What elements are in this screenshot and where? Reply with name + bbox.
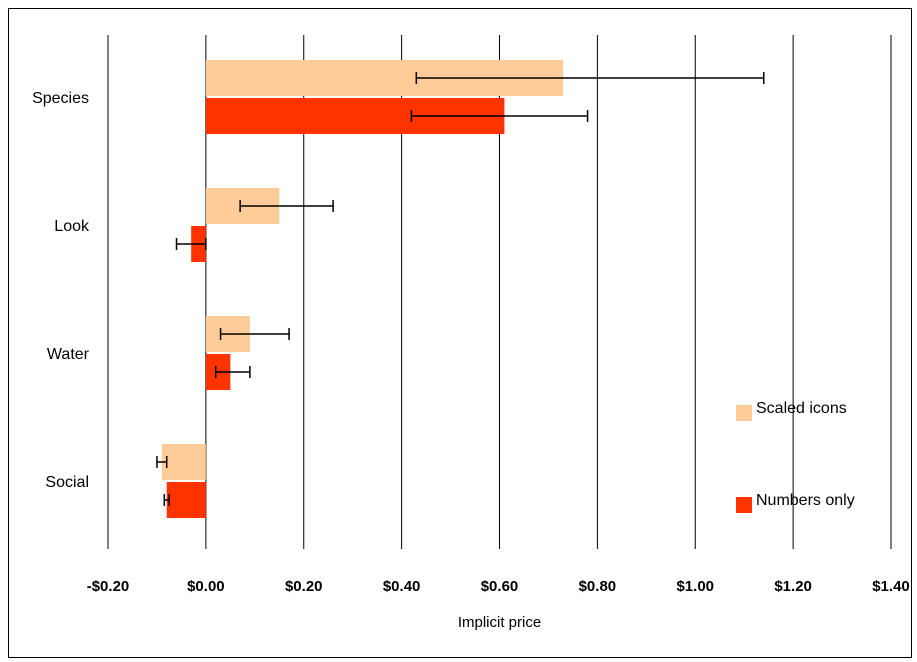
x-tick-label: $0.40	[383, 578, 421, 595]
category-label: Species	[32, 90, 89, 107]
x-axis-label: Implicit price	[458, 614, 541, 631]
legend-swatch	[736, 497, 752, 513]
chart-frame: Species Look Water Social -$0.20 $0.00 $0.20 $…	[8, 8, 912, 658]
x-tick-label: $1.40	[872, 578, 910, 595]
bars	[161, 60, 564, 518]
category-label: Water	[47, 346, 90, 363]
x-tick-label: $0.60	[481, 578, 519, 595]
legend-label: Numbers only	[756, 492, 855, 509]
legend-label: Scaled icons	[756, 400, 847, 417]
bar	[161, 444, 206, 480]
x-tick-label: $1.00	[676, 578, 714, 595]
category-labels: Species Look Water Social	[32, 90, 90, 491]
legend-swatch	[736, 405, 752, 421]
category-label: Look	[54, 218, 90, 235]
bar	[166, 482, 206, 518]
implicit-price-bar-chart: Species Look Water Social -$0.20 $0.00 $0.20 $…	[32, 35, 910, 631]
x-tick-label: $0.80	[579, 578, 617, 595]
legend: Scaled icons Numbers only	[736, 400, 855, 513]
x-tick-label: $0.20	[285, 578, 323, 595]
x-tick-label: -$0.20	[87, 578, 130, 595]
x-tick-label: $0.00	[187, 578, 225, 595]
x-tick-label: $1.20	[774, 578, 812, 595]
error-bars	[156, 72, 765, 506]
category-label: Social	[45, 474, 89, 491]
x-tick-labels: -$0.20 $0.00 $0.20 $0.40 $0.60 $0.80 $1.00 $1.2…	[87, 578, 910, 595]
